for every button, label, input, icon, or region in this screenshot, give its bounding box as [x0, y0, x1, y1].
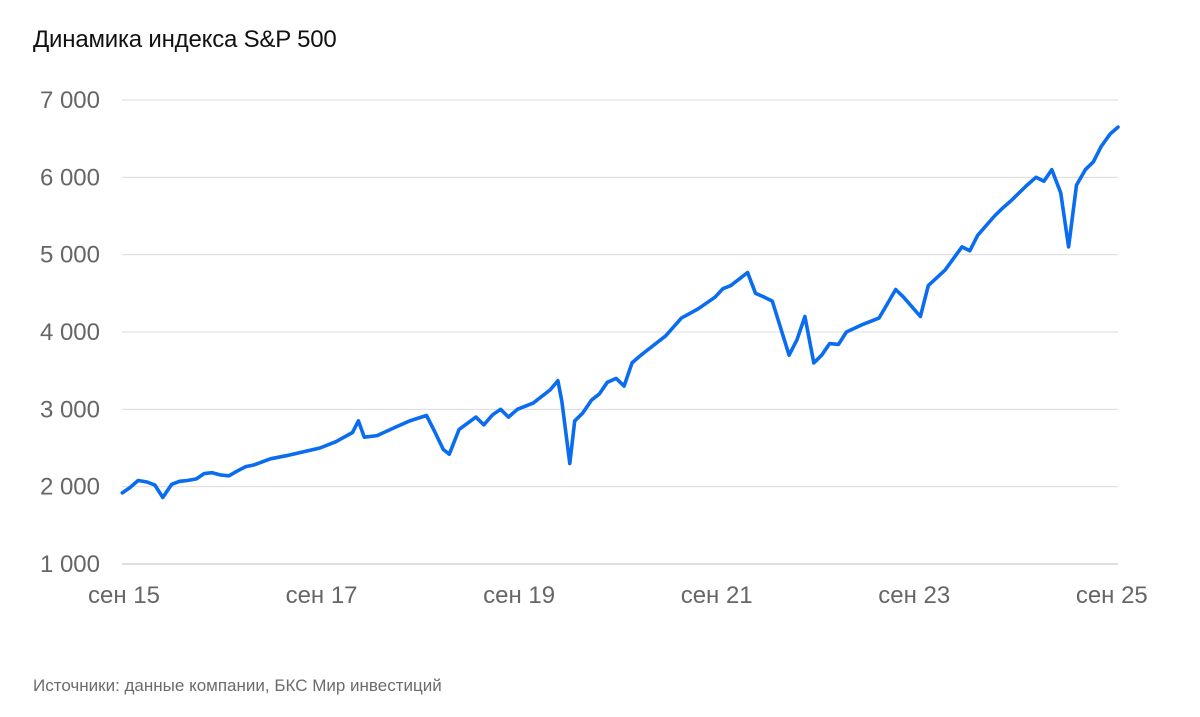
- y-tick-label: 2 000: [40, 474, 100, 501]
- source-note: Источники: данные компании, БКС Мир инве…: [33, 676, 442, 695]
- y-tick-label: 6 000: [40, 164, 100, 191]
- x-tick-label: сен 23: [878, 582, 950, 609]
- grid-lines: [122, 99, 1118, 565]
- sp500-series-line: [120, 125, 1120, 500]
- x-tick-label: сен 25: [1076, 582, 1148, 609]
- x-tick-label: сен 15: [88, 582, 160, 609]
- chart-title: Динамика индекса S&P 500: [33, 26, 337, 53]
- y-tick-label: 4 000: [40, 319, 100, 346]
- x-tick-label: сен 21: [681, 582, 753, 609]
- y-tick-label: 7 000: [40, 87, 100, 114]
- y-axis-tick-labels: 1 000 2 000 3 000 4 000 5 000 6 000 7 000: [40, 87, 100, 578]
- x-axis-tick-labels: сен 15 сен 17 сен 19 сен 21 сен 23 сен 25: [88, 582, 1148, 609]
- x-tick-label: сен 19: [483, 582, 555, 609]
- y-tick-label: 3 000: [40, 396, 100, 423]
- y-tick-label: 1 000: [40, 551, 100, 578]
- y-tick-label: 5 000: [40, 242, 100, 269]
- x-tick-label: сен 17: [286, 582, 358, 609]
